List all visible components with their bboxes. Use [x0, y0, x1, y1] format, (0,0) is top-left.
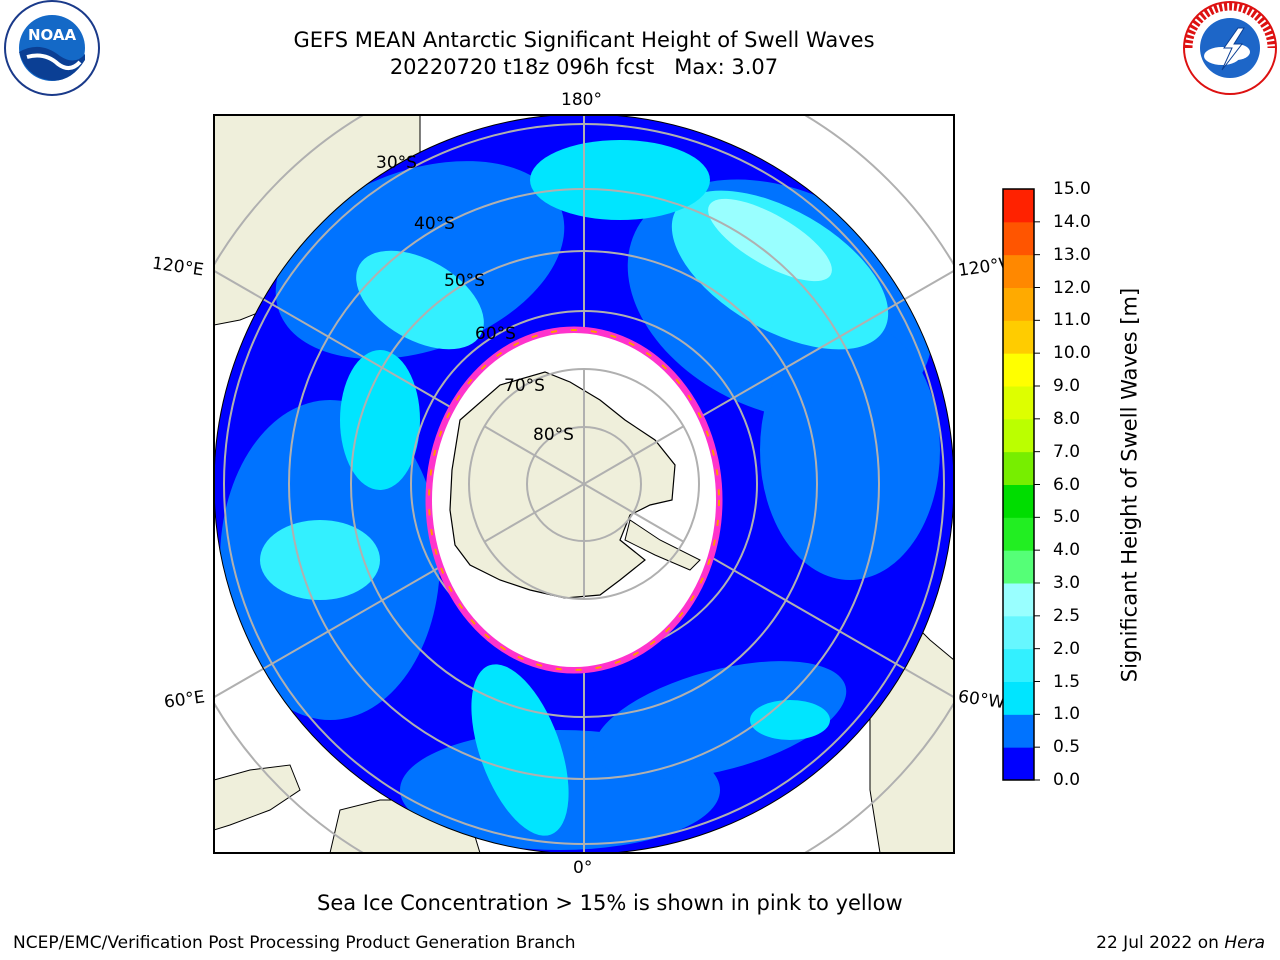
colorbar-tick-label: 9.0	[1053, 376, 1081, 396]
sea-ice-note: Sea Ice Concentration > 15% is shown in …	[317, 891, 903, 915]
lat-label-40s: 40°S	[414, 214, 455, 234]
colorbar-swatch	[1003, 320, 1034, 354]
colorbar-tick-label: 7.0	[1053, 441, 1081, 462]
lon-label-180: 180°	[561, 90, 602, 110]
colorbar-tick-label: 0.5	[1053, 737, 1081, 758]
antarctica-land	[449, 371, 676, 599]
colorbar-outline	[1002, 188, 1035, 781]
colorbar-swatch	[1003, 451, 1034, 485]
lat-label-50s: 50°S	[444, 271, 485, 291]
lon-label-0: 0°	[573, 858, 593, 878]
colorbar-tick-label: 4.0	[1053, 540, 1081, 561]
colorbar-tick-label: 13.0	[1053, 244, 1091, 265]
colorbar-tick-label: 0.0	[1053, 770, 1081, 790]
colorbar-tick-label: 3.0	[1053, 573, 1081, 593]
colorbar-swatch	[1003, 353, 1034, 387]
colorbar-swatch	[1003, 287, 1034, 321]
lat-label-30s: 30°S	[376, 153, 417, 173]
colorbar-swatch	[1003, 484, 1034, 518]
colorbar-tick-label: 15.0	[1053, 179, 1091, 199]
colorbar-tick-label: 10.0	[1053, 343, 1091, 364]
chart-subtitle: 20220720 t18z 096h fcst Max: 3.07	[389, 55, 779, 79]
colorbar-swatch	[1003, 583, 1034, 617]
colorbar-tick-label: 5.0	[1053, 507, 1081, 528]
colorbar-tick-label: 2.0	[1053, 638, 1081, 659]
colorbar-swatch	[1003, 681, 1034, 715]
footer-date: 22 Jul 2022 on Hera	[1096, 933, 1265, 953]
colorbar-tick-label: 1.5	[1053, 671, 1081, 692]
colorbar-tick-label: 12.0	[1053, 277, 1091, 298]
sea-ice-edge-yellow	[428, 329, 720, 671]
colorbar-swatch	[1003, 517, 1034, 551]
madagascar-land	[214, 764, 301, 831]
colorbar-swatch	[1003, 550, 1034, 584]
colorbar	[1002, 188, 1040, 781]
colorbar-tick-label: 2.5	[1053, 605, 1081, 626]
noaa-logo-text: NOAA	[28, 26, 77, 44]
colorbar-swatch	[1003, 714, 1034, 748]
footer-machine: Hera	[1224, 933, 1265, 953]
antarctic-peninsula-land	[624, 519, 701, 571]
colorbar-tick-label: 1.0	[1053, 704, 1081, 725]
inner-graticule	[468, 368, 700, 600]
lat-label-80s: 80°S	[533, 425, 574, 445]
colorbar-swatch	[1003, 221, 1034, 256]
footer-credit: NCEP/EMC/Verification Post Processing Pr…	[13, 933, 576, 953]
lat-label-60s: 60°S	[475, 324, 516, 344]
noaa-logo: NOAA	[4, 0, 100, 96]
colorbar-swatch	[1003, 747, 1034, 781]
map-frame	[213, 114, 955, 854]
nws-logo	[1183, 1, 1277, 95]
colorbar-swatch	[1003, 648, 1034, 682]
colorbar-swatch	[1003, 189, 1034, 223]
chart-title: GEFS MEAN Antarctic Significant Height o…	[293, 28, 875, 52]
colorbar-swatch	[1003, 418, 1034, 453]
colorbar-label: Significant Height of Swell Waves [m]	[1117, 287, 1142, 683]
colorbar-tick-label: 14.0	[1053, 211, 1091, 232]
colorbar-tick-label: 8.0	[1053, 408, 1081, 429]
colorbar-swatch	[1003, 254, 1034, 288]
colorbar-tick-label: 6.0	[1053, 474, 1081, 495]
colorbar-swatch	[1003, 615, 1034, 650]
colorbar-swatch	[1003, 386, 1034, 420]
lat-label-70s: 70°S	[504, 376, 545, 396]
colorbar-tick-label: 11.0	[1053, 310, 1091, 331]
footer-date-text: 22 Jul 2022 on	[1096, 933, 1225, 953]
